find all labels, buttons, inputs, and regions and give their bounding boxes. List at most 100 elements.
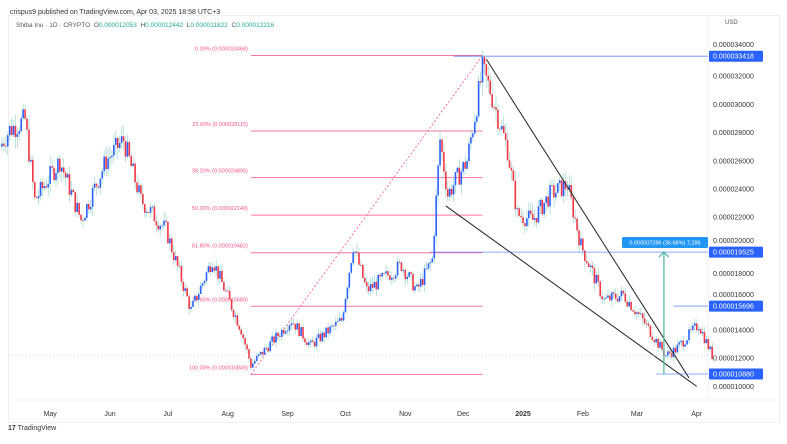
candle-body xyxy=(33,182,36,198)
candle-body xyxy=(280,329,283,337)
candle-body xyxy=(446,189,449,197)
candle-body xyxy=(475,116,478,122)
candle-body xyxy=(686,340,688,345)
candle-body xyxy=(626,301,629,307)
candle-body xyxy=(296,323,299,330)
candle-body xyxy=(535,217,538,223)
candle-body xyxy=(406,276,409,280)
x-tick-label: Oct xyxy=(340,411,351,418)
wedge-upper-line xyxy=(485,59,690,379)
candle-body xyxy=(547,196,549,207)
candle-body xyxy=(24,109,26,119)
candle-body xyxy=(140,185,142,194)
candle-body xyxy=(186,288,189,297)
candle-body xyxy=(273,336,275,343)
candle-body xyxy=(502,126,505,133)
candle-body xyxy=(564,181,567,189)
candle-body xyxy=(410,272,412,275)
candle-body xyxy=(271,336,273,342)
candle-body xyxy=(221,270,223,282)
candle-body xyxy=(470,137,472,144)
y-tick-label: 0.000010000 xyxy=(713,384,754,391)
candle-body xyxy=(616,298,619,302)
candle-body xyxy=(157,225,160,230)
candle-body xyxy=(66,174,69,178)
candle-body xyxy=(379,274,382,277)
candle-body xyxy=(624,293,627,302)
candle-body xyxy=(298,323,300,336)
candle-body xyxy=(427,263,430,269)
candle-body xyxy=(350,263,353,273)
candle-body xyxy=(246,344,248,350)
candle-body xyxy=(279,336,281,337)
candle-body xyxy=(138,185,140,193)
candle-body xyxy=(35,197,38,199)
candle-body xyxy=(317,333,320,338)
candle-body xyxy=(692,325,694,330)
x-tick-label: Jul xyxy=(163,411,172,418)
candle-body xyxy=(632,310,634,312)
candle-body xyxy=(709,346,712,350)
currency-label[interactable]: USD xyxy=(725,20,738,26)
candle-body xyxy=(622,290,625,294)
candle-body xyxy=(329,326,331,334)
candle-body xyxy=(439,139,441,166)
candle-body xyxy=(645,323,648,325)
candle-body xyxy=(265,347,268,349)
candle-body xyxy=(242,334,244,339)
price-badge xyxy=(709,50,763,62)
candle-body xyxy=(342,312,345,321)
candle-body xyxy=(3,143,5,146)
candle-body xyxy=(26,118,28,130)
candle-body xyxy=(562,181,565,197)
candle-body xyxy=(587,263,590,267)
candle-body xyxy=(392,277,395,279)
candle-body xyxy=(591,265,594,269)
x-tick-label: May xyxy=(44,411,58,418)
x-tick-label: Nov xyxy=(399,411,412,418)
candle-body xyxy=(506,139,509,161)
candle-body xyxy=(524,223,526,227)
candle-body xyxy=(537,206,540,223)
candle-body xyxy=(159,225,161,230)
measure-label-box xyxy=(622,237,708,248)
candle-body xyxy=(57,158,59,174)
tradingview-logo[interactable]: 17 TradingView xyxy=(8,425,56,432)
candle-body xyxy=(192,300,194,307)
candle-body xyxy=(568,185,571,190)
candle-body xyxy=(39,181,42,196)
candle-body xyxy=(672,347,675,358)
candle-body xyxy=(72,189,75,192)
candle-body xyxy=(701,331,704,334)
candle-body xyxy=(97,186,100,188)
candle-body xyxy=(489,80,492,95)
candle-body xyxy=(688,329,690,341)
logo-mark: 17 xyxy=(8,425,16,432)
candle-body xyxy=(448,188,451,197)
candle-body xyxy=(365,282,368,287)
candle-body xyxy=(578,230,580,246)
candle-body xyxy=(694,323,696,326)
candle-body xyxy=(485,64,488,76)
candle-body xyxy=(433,235,436,259)
candle-body xyxy=(680,340,683,343)
candle-body xyxy=(49,166,51,184)
candle-body xyxy=(59,158,61,172)
candle-body xyxy=(518,208,520,216)
candle-body xyxy=(605,297,607,299)
candle-body xyxy=(674,347,677,353)
candle-body xyxy=(481,57,484,83)
candle-body xyxy=(416,284,418,287)
price-badge xyxy=(709,300,763,312)
y-tick-label: 0.000012000 xyxy=(713,356,754,363)
candle-body xyxy=(107,158,109,170)
candle-body xyxy=(286,330,289,332)
candle-body xyxy=(408,272,410,277)
candle-body xyxy=(325,327,327,338)
arrow-head-icon xyxy=(658,251,670,258)
y-tick-label: 0.000034000 xyxy=(713,42,754,49)
candle-body xyxy=(614,293,617,299)
candle-body xyxy=(437,165,439,196)
candle-body xyxy=(292,323,295,325)
